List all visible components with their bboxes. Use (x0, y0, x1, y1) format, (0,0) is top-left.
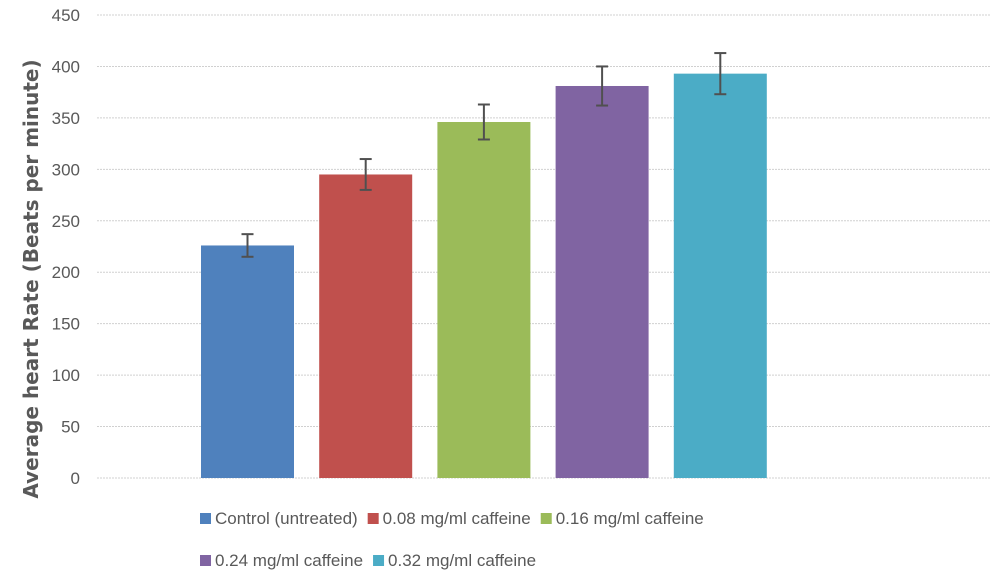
legend-swatch (373, 555, 385, 566)
bar (673, 73, 767, 478)
legend-item: Control (untreated) (200, 509, 358, 528)
legend-swatch (540, 513, 552, 524)
legend-item: 0.16 mg/ml caffeine (540, 509, 704, 528)
legend-swatch (367, 513, 379, 524)
legend-label: 0.24 mg/ml caffeine (215, 551, 363, 570)
error-bar (359, 158, 372, 191)
bar (319, 174, 413, 478)
error-bar (477, 103, 490, 141)
legend-label: Control (untreated) (215, 509, 358, 528)
y-axis-title: Average heart Rate (Beats per minute) (19, 59, 43, 498)
legend-item: 0.08 mg/ml caffeine (367, 509, 531, 528)
legend-label: 0.32 mg/ml caffeine (388, 551, 536, 570)
legend-swatch (200, 555, 211, 566)
y-tick-label: 400 (52, 57, 80, 76)
error-bar (596, 65, 609, 107)
legend-label: 0.16 mg/ml caffeine (556, 509, 704, 528)
error-bar (241, 233, 254, 258)
error-bars (241, 52, 727, 258)
legend-item: 0.24 mg/ml caffeine (200, 551, 363, 570)
bar (555, 85, 649, 478)
error-bar (714, 52, 727, 96)
y-tick-label: 300 (52, 160, 80, 179)
y-tick-label: 150 (52, 315, 80, 334)
y-tick-label: 450 (52, 6, 80, 25)
y-tick-label: 250 (52, 212, 80, 231)
y-tick-label: 50 (61, 418, 80, 437)
y-tick-label: 100 (52, 366, 80, 385)
bar (201, 245, 294, 478)
legend-label: 0.08 mg/ml caffeine (383, 509, 531, 528)
bars (201, 73, 767, 478)
y-axis-ticks: 0 50 100 150 200 250 300 350 400 450 (52, 6, 80, 488)
legend-swatch (200, 513, 211, 524)
legend: Control (untreated) 0.08 mg/ml caffeine 0.… (200, 509, 704, 570)
legend-item: 0.32 mg/ml caffeine (373, 551, 536, 570)
y-tick-label: 200 (52, 263, 80, 282)
y-tick-label: 0 (71, 469, 80, 488)
y-tick-label: 350 (52, 109, 80, 128)
bar (437, 122, 531, 478)
